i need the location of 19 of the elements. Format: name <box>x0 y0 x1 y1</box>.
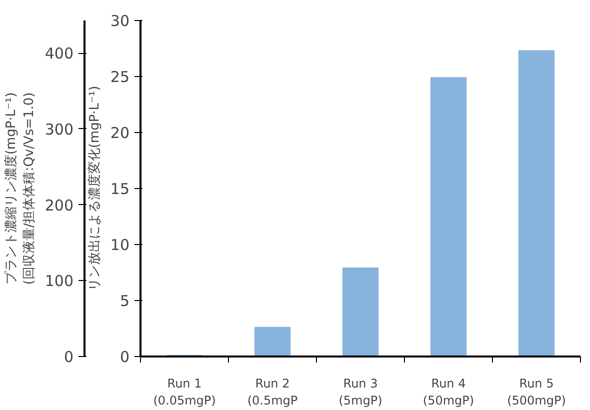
x-tick-label: Run 5 (500mgP) <box>507 376 566 408</box>
y2-tick-label: 100 <box>44 272 74 290</box>
x-tick-label: Run 3 (5mgP) <box>338 376 382 408</box>
y-tick-label: 20 <box>110 124 130 142</box>
x-tick-label: Run 4 (50mgP) <box>422 376 474 408</box>
y2-tick-label: 0 <box>64 348 74 366</box>
y-tick-label: 15 <box>110 180 130 198</box>
y-tick-label: 25 <box>110 68 130 86</box>
y-axis-title: リン放出による濃度変化(mgP·L⁻¹) <box>86 86 102 292</box>
y-tick-label: 0 <box>120 348 130 366</box>
x-tick-label: Run 2 (0.5mgP <box>247 376 298 408</box>
y-tick-label: 5 <box>120 292 130 310</box>
y-tick-label: 10 <box>110 236 130 254</box>
x-tick-label: Run 1 (0.05mgP) <box>153 376 216 408</box>
y2-axis-title: プラント濃縮リン濃度(mgP·L⁻¹) (回収液量/担体体積:Qv/Vs=1.0) <box>2 92 37 285</box>
y-tick-label: 30 <box>110 12 130 30</box>
y2-tick-label: 400 <box>44 44 74 63</box>
y2-tick-label: 200 <box>44 196 74 214</box>
y2-tick-label: 300 <box>44 120 74 138</box>
